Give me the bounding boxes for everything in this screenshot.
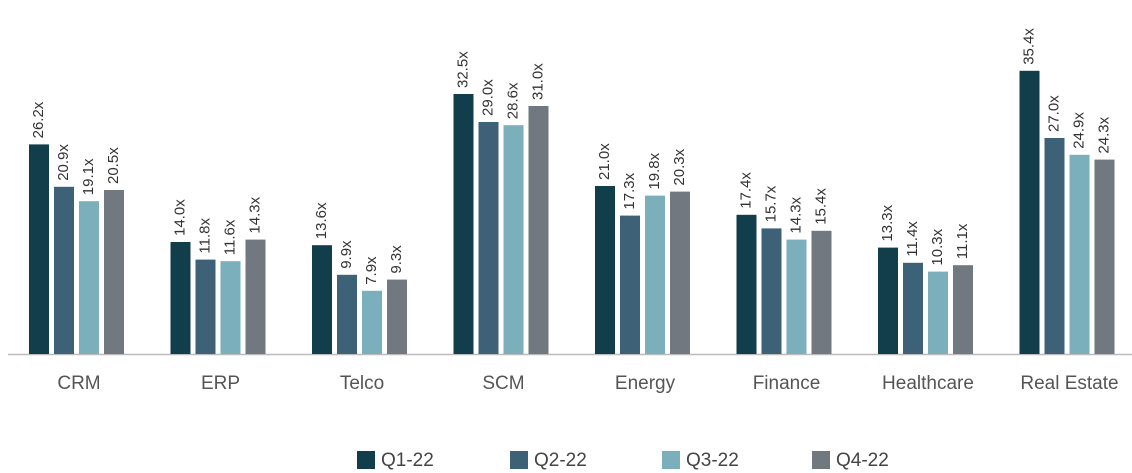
- data-label: 26.2x: [30, 101, 47, 138]
- bar: [337, 274, 357, 354]
- x-tick-label: CRM: [57, 373, 100, 394]
- x-tick-label: Healthcare: [882, 373, 974, 394]
- legend-label: Q2-22: [534, 450, 587, 471]
- x-tick-label: SCM: [482, 373, 524, 394]
- data-label: 14.3x: [787, 196, 804, 233]
- bar: [595, 186, 615, 354]
- legend-swatch: [812, 451, 830, 469]
- x-tick-label: Energy: [615, 373, 676, 394]
- bar: [29, 144, 49, 354]
- data-label: 28.6x: [504, 82, 521, 119]
- bar: [670, 191, 690, 354]
- bar: [170, 242, 191, 354]
- data-label: 17.3x: [621, 172, 638, 209]
- data-label: 20.5x: [105, 147, 122, 184]
- bar: [761, 228, 782, 354]
- bar: [312, 245, 332, 354]
- bar: [953, 265, 973, 354]
- data-label: 29.0x: [479, 79, 496, 116]
- legend-swatch: [662, 451, 680, 469]
- bar: [928, 271, 948, 354]
- bar: [478, 122, 499, 354]
- data-label: 11.1x: [954, 223, 971, 259]
- bar: [79, 201, 99, 354]
- bar: [645, 195, 665, 354]
- bar: [786, 239, 807, 354]
- bar: [1094, 159, 1115, 354]
- bar: [453, 94, 474, 354]
- bar: [903, 262, 923, 354]
- legend-label: Q3-22: [686, 450, 739, 471]
- bar: [1069, 154, 1090, 354]
- x-tick-label: Real Estate: [1020, 373, 1118, 394]
- x-tick-label: Telco: [340, 373, 384, 394]
- bar: [503, 125, 524, 354]
- data-label: 9.9x: [338, 240, 355, 269]
- data-label: 21.0x: [596, 143, 613, 180]
- data-label: 20.3x: [671, 148, 688, 185]
- data-label: 14.0x: [171, 199, 188, 236]
- data-label: 7.9x: [363, 256, 380, 285]
- data-label: 15.4x: [812, 188, 829, 225]
- bar: [620, 215, 640, 354]
- data-label: 13.3x: [879, 204, 896, 241]
- bar: [1019, 70, 1040, 355]
- legend-swatch: [357, 451, 375, 469]
- bar: [220, 261, 241, 354]
- legend-swatch: [510, 451, 528, 469]
- legend-label: Q1-22: [381, 450, 434, 471]
- data-label: 24.9x: [1070, 112, 1087, 149]
- data-label: 14.3x: [246, 196, 263, 233]
- data-label: 32.5x: [454, 51, 471, 88]
- data-label: 35.4x: [1020, 28, 1037, 65]
- bar: [811, 230, 832, 354]
- bar: [1044, 138, 1065, 354]
- data-label: 11.8x: [196, 218, 213, 254]
- bar: [104, 190, 124, 354]
- data-label: 13.6x: [313, 202, 330, 239]
- x-tick-label: Finance: [753, 373, 821, 394]
- data-label: 17.4x: [737, 172, 754, 209]
- data-label: 10.3x: [929, 228, 946, 265]
- bar: [245, 239, 266, 354]
- x-tick-label: ERP: [201, 373, 240, 394]
- bar: [362, 290, 382, 354]
- legend-label: Q4-22: [836, 450, 889, 471]
- data-label: 11.4x: [904, 221, 921, 257]
- data-label: 19.8x: [646, 152, 663, 189]
- data-label: 9.3x: [388, 245, 405, 274]
- data-label: 20.9x: [55, 144, 72, 181]
- data-label: 31.0x: [529, 63, 546, 100]
- data-label: 19.1x: [80, 158, 97, 195]
- bar: [195, 259, 216, 354]
- bar: [736, 214, 757, 354]
- data-label: 27.0x: [1045, 95, 1062, 132]
- data-label: 24.3x: [1095, 116, 1112, 153]
- data-label: 11.6x: [221, 219, 238, 255]
- bar: [878, 247, 898, 354]
- bar: [528, 106, 549, 354]
- bar: [54, 186, 74, 354]
- bar: [387, 279, 407, 354]
- data-label: 15.7x: [762, 185, 779, 222]
